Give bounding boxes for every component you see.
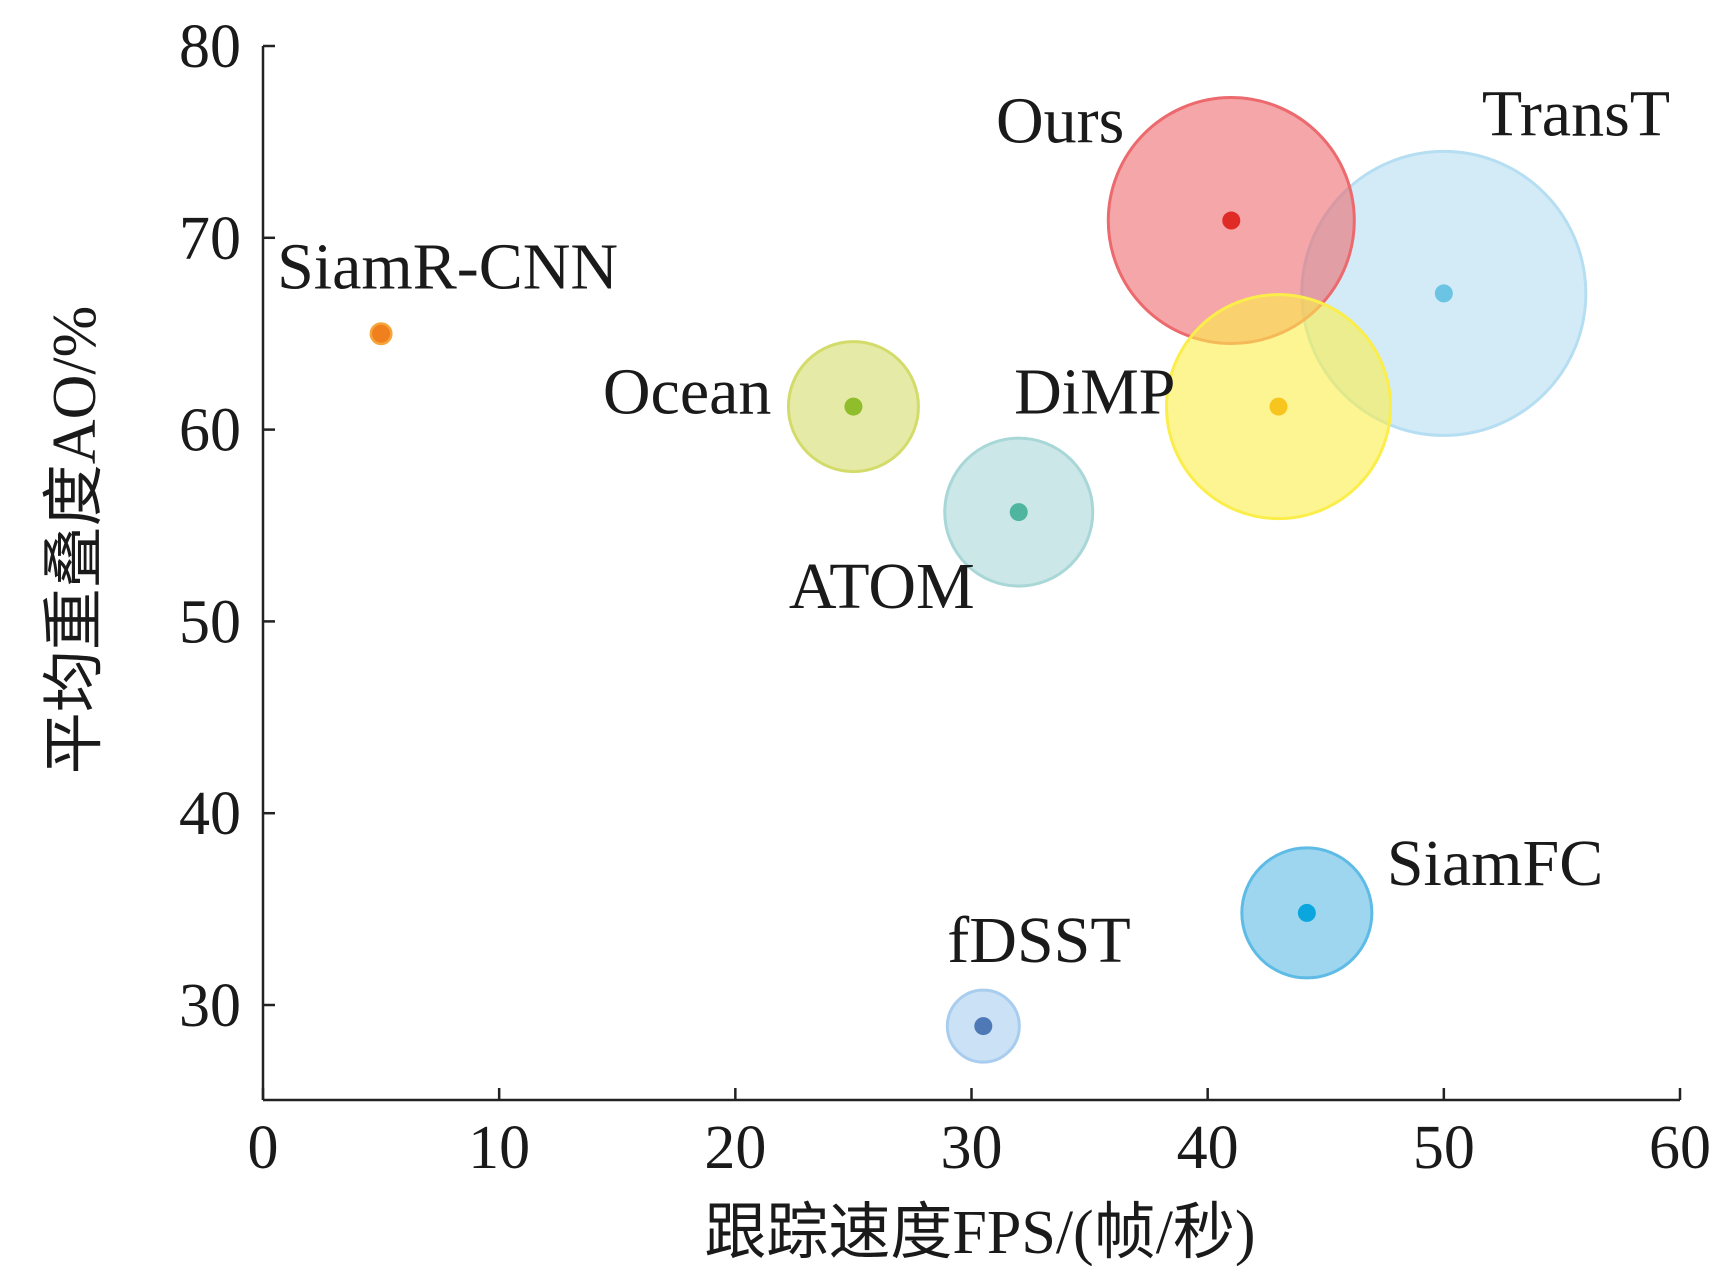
point-label-fdsst: fDSST: [947, 904, 1130, 977]
x-tick-label: 50: [1413, 1114, 1475, 1182]
x-axis-title: 跟踪速度FPS/(帧/秒): [704, 1199, 1255, 1266]
point-label-siamr-cnn: SiamR-CNN: [277, 231, 618, 304]
center-dot-fdsst: [974, 1017, 993, 1036]
bubble-layer: [369, 96, 1588, 1064]
center-dot-transt: [1434, 284, 1453, 303]
center-dot-dimp: [1269, 397, 1288, 416]
point-label-layer: TransT Ours DiMP SiamR-CNN Ocean ATOM SiamFC fD…: [277, 77, 1670, 977]
x-tick-label: 20: [704, 1114, 766, 1182]
y-tick-label: 30: [179, 972, 241, 1040]
x-tick-label: 10: [468, 1114, 530, 1182]
center-dot-ocean: [844, 397, 863, 416]
center-dot-atom: [1009, 503, 1028, 522]
point-label-atom: ATOM: [789, 550, 975, 623]
y-tick-label: 80: [179, 13, 241, 81]
center-dot-siamfc: [1297, 903, 1316, 922]
point-label-ocean: Ocean: [603, 356, 772, 429]
x-tick-label: 60: [1649, 1114, 1711, 1182]
x-tick-label: 40: [1177, 1114, 1239, 1182]
center-dot-ours: [1222, 211, 1241, 230]
y-axis-title: 平均重叠度AO/%: [41, 306, 109, 774]
x-tick-label: 30: [941, 1114, 1003, 1182]
point-label-siamfc: SiamFC: [1387, 827, 1603, 900]
point-label-transt: TransT: [1482, 77, 1670, 150]
x-tick-label: 0: [248, 1114, 279, 1182]
y-tick-label: 50: [179, 588, 241, 656]
point-label-dimp: DiMP: [1014, 356, 1175, 429]
y-tick-label: 60: [179, 397, 241, 465]
y-tick-label: 70: [179, 205, 241, 273]
axes: 0 10 20 30 40 50 60 30 40 50 60 70 80: [179, 13, 1711, 1182]
point-label-ours: Ours: [996, 85, 1124, 158]
y-tick-label: 40: [179, 780, 241, 848]
center-dot-siamr-cnn: [372, 324, 391, 343]
